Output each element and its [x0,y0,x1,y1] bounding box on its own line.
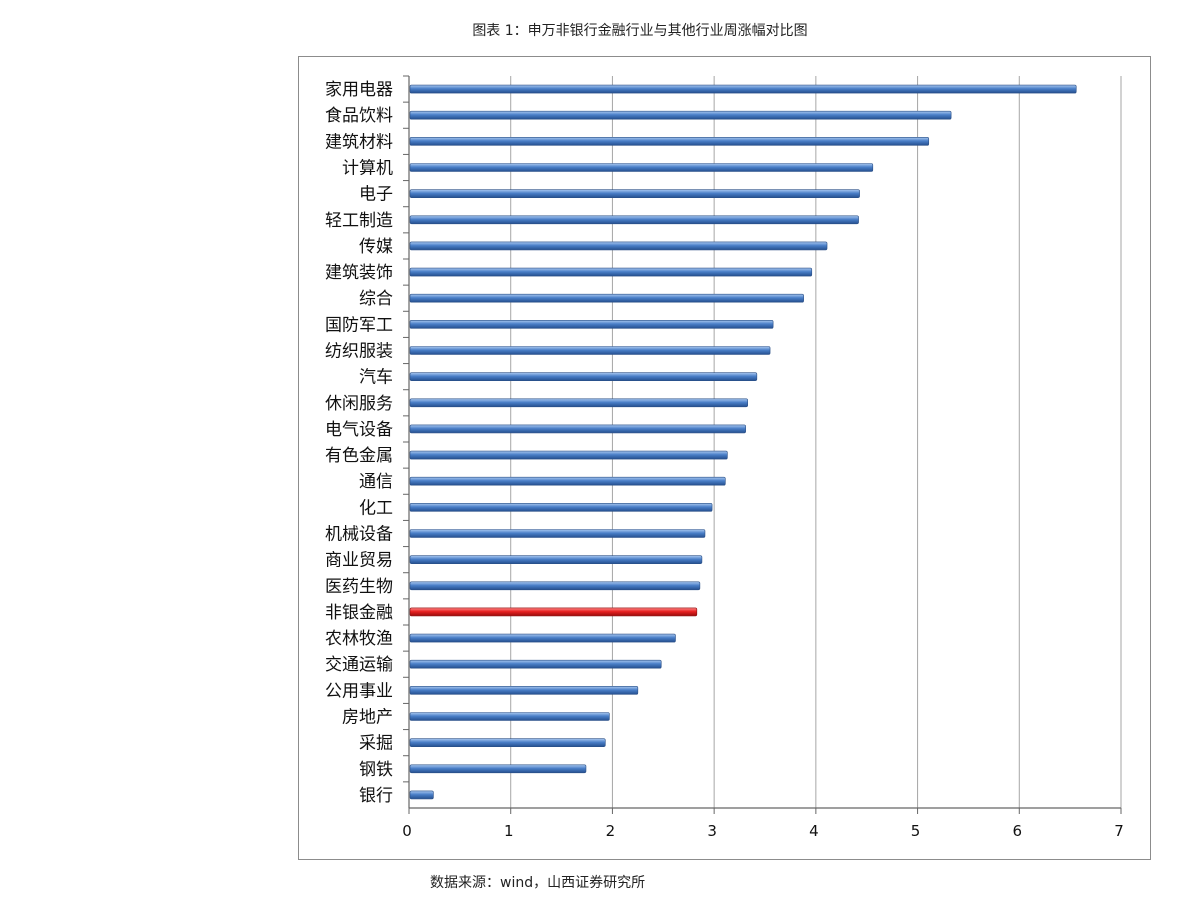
category-label: 银行 [359,786,393,806]
bar [409,529,706,538]
bar [409,503,713,512]
bar [409,320,774,329]
category-label: 家用电器 [325,80,393,100]
category-label: 电气设备 [325,420,393,440]
axes [403,75,1122,814]
x-tick-labels: 0 1 2 3 4 5 6 7 [402,822,1124,840]
category-label: 采掘 [359,734,393,754]
bar [409,686,639,695]
bar [409,476,726,486]
bar [409,581,701,591]
bar [409,398,748,408]
bar [409,633,676,643]
bar [409,346,771,355]
category-label: 食品饮料 [325,106,393,126]
category-label: 休闲服务 [325,394,393,414]
x-tick-label: 6 [1013,822,1023,840]
bar [409,790,434,800]
category-label: 房地产 [342,708,393,728]
category-label: 汽车 [359,368,393,388]
x-tick-label: 3 [707,822,717,840]
bar [409,450,728,460]
x-tick-label: 0 [402,822,412,840]
category-label: 计算机 [342,159,393,179]
bar [409,372,758,381]
x-tick-label: 5 [911,822,921,840]
category-labels: 家用电器食品饮料建筑材料计算机电子轻工制造传媒建筑装饰综合国防军工纺织服装汽车休… [325,80,393,806]
x-tick-label: 2 [606,822,616,840]
category-label: 建筑装饰 [325,263,393,283]
bar-highlight [409,607,698,617]
bar [409,215,859,225]
category-label: 化工 [359,498,393,518]
source-note: 数据来源：wind，山西证券研究所 [430,875,646,891]
x-tick-label: 4 [809,822,819,840]
grid-lines [510,76,1122,808]
x-tick-label: 7 [1114,822,1124,840]
category-label: 农林牧渔 [325,629,393,649]
category-label: 电子 [359,185,393,205]
category-label: 有色金属 [325,446,393,466]
bar [409,163,874,172]
bars [409,84,1077,800]
category-label: 交通运输 [325,655,393,675]
bar [409,84,1077,94]
bar [409,659,662,669]
category-label: 商业贸易 [325,551,393,571]
category-label: 机械设备 [325,525,393,545]
category-label: 钢铁 [359,760,393,780]
bar [409,738,606,747]
bar [409,137,930,146]
category-label: 传媒 [359,237,393,257]
category-label: 公用事业 [325,681,393,701]
bar [409,764,587,774]
category-label: 轻工制造 [325,211,393,231]
category-label: 通信 [359,472,393,492]
bar [409,424,746,434]
category-label: 综合 [359,289,393,309]
bar [409,189,860,198]
category-label: 国防军工 [325,315,393,335]
category-label: 纺织服装 [325,342,393,362]
bar [409,555,703,564]
category-label: 非银金融 [325,603,393,623]
category-label: 建筑材料 [325,132,393,152]
bar [409,241,828,251]
bar [409,293,804,303]
chart-title: 图表 1：申万非银行金融行业与其他行业周涨幅对比图 [472,23,808,39]
bar [409,712,610,721]
bar [409,110,952,120]
x-tick-label: 1 [504,822,514,840]
bar [409,267,813,277]
category-label: 医药生物 [325,577,393,597]
